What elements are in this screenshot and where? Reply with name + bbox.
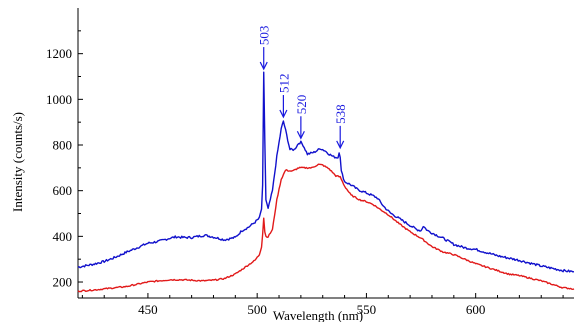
peak-annotation-538: 538 — [333, 104, 348, 150]
axes: 200 400 600 800 1000 1200 450 500 550 600 — [46, 8, 574, 317]
y-axis-title: Intensity (counts/s) — [10, 112, 25, 212]
x-tick-label: 500 — [247, 302, 267, 317]
y-tick-label: 200 — [53, 275, 73, 290]
series-group — [77, 71, 575, 293]
y-tick-label: 1200 — [46, 46, 72, 61]
peak-label: 512 — [276, 74, 291, 94]
peak-arrow-head — [279, 109, 288, 119]
y-tick-label: 400 — [53, 229, 73, 244]
peak-annotation-512: 512 — [276, 74, 291, 119]
x-tick-label: 550 — [357, 302, 377, 317]
y-tick-label: 1000 — [46, 92, 72, 107]
peak-arrow-head — [296, 130, 305, 140]
peak-label: 538 — [333, 104, 348, 124]
blue-spectrum-line — [77, 71, 575, 273]
x-tick-label: 450 — [138, 302, 158, 317]
peak-label: 503 — [257, 26, 272, 46]
y-tick-label: 800 — [53, 138, 73, 153]
peak-annotation-520: 520 — [294, 95, 309, 140]
x-axis-title: Wavelength (nm) — [273, 308, 363, 322]
peak-annotation-503: 503 — [257, 26, 272, 71]
peak-arrow-head — [259, 61, 268, 71]
x-tick-label: 600 — [466, 302, 486, 317]
red-spectrum-line — [77, 163, 575, 293]
y-tick-label: 600 — [53, 183, 73, 198]
peak-label: 520 — [294, 95, 309, 115]
peak-arrow-head — [336, 140, 345, 150]
